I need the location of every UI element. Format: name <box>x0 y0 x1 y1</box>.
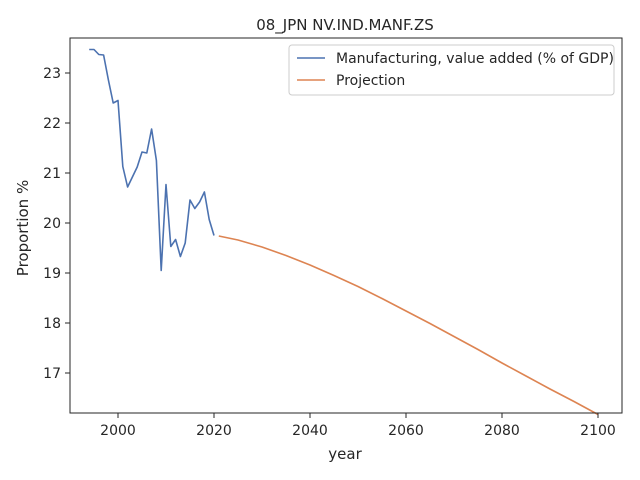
y-tick-label: 19 <box>43 266 61 282</box>
series-line-1 <box>218 235 599 416</box>
y-tick-label: 22 <box>43 116 61 132</box>
axis-ticks: 2000 2020 2040 2060 2080 2100 17 18 19 20 21 22 23 <box>43 66 616 439</box>
y-tick-label: 17 <box>43 366 61 382</box>
legend-label-0: Manufacturing, value added (% of GDP) <box>336 51 614 67</box>
plot-area <box>69 37 623 416</box>
plot-frame <box>69 37 623 414</box>
series-line-0 <box>89 48 215 272</box>
x-tick-label: 2040 <box>292 423 328 439</box>
legend-box <box>288 44 615 96</box>
legend: Manufacturing, value added (% of GDP) Pro… <box>288 44 615 96</box>
y-axis-label: Proportion % <box>14 180 32 276</box>
x-tick-label: 2000 <box>100 423 136 439</box>
x-tick-label: 2060 <box>388 423 424 439</box>
y-tick-label: 23 <box>43 66 61 82</box>
y-tick-label: 18 <box>43 316 61 332</box>
y-tick-label: 21 <box>43 166 61 182</box>
legend-label-1: Projection <box>336 73 405 89</box>
x-tick-label: 2080 <box>484 423 520 439</box>
chart-title: 08_JPN NV.IND.MANF.ZS <box>256 16 434 35</box>
x-axis-label: year <box>328 445 362 463</box>
x-tick-label: 2100 <box>580 423 616 439</box>
x-tick-label: 2020 <box>196 423 232 439</box>
y-tick-label: 20 <box>43 216 61 232</box>
